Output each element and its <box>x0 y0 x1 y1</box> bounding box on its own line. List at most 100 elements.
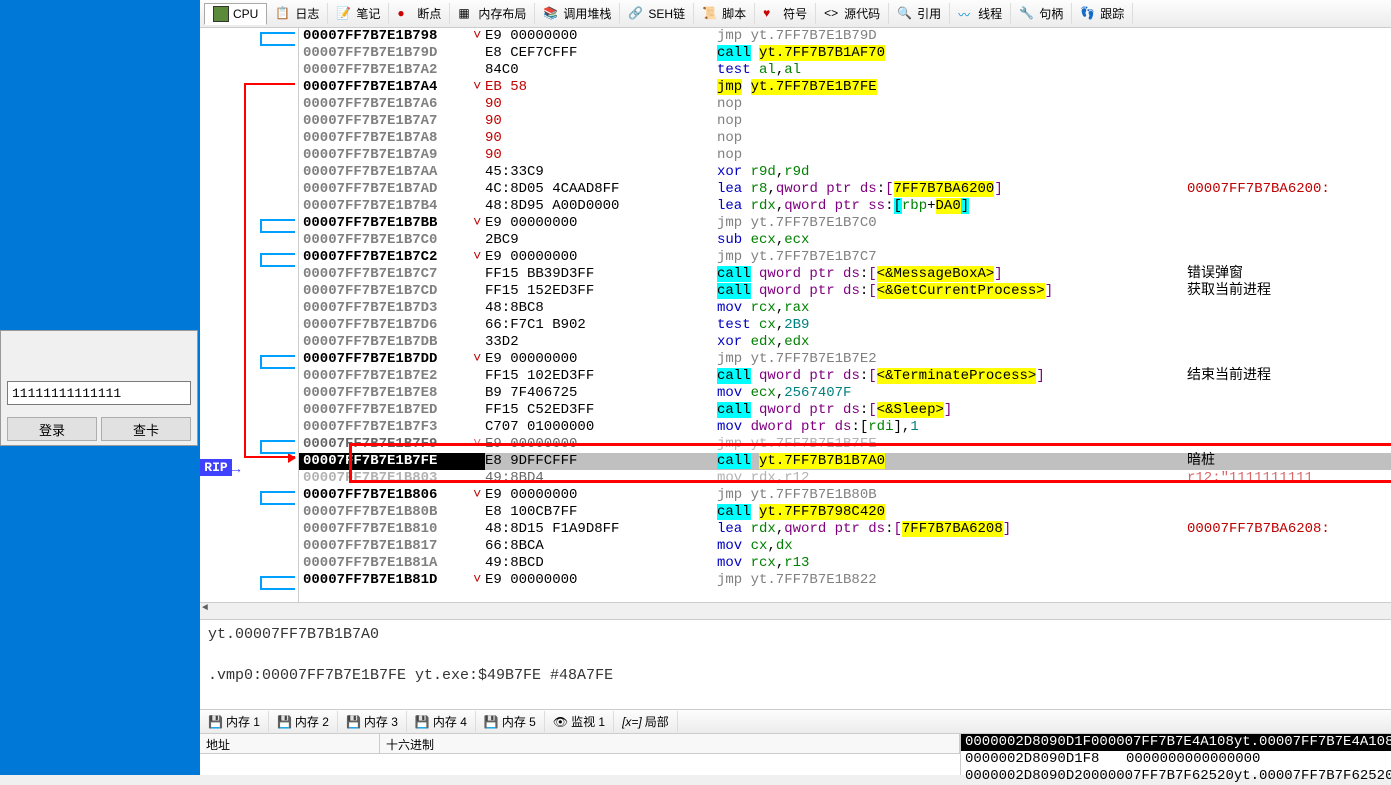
tab-locals[interactable]: [x=]局部 <box>614 711 678 732</box>
disasm-cell: mov dword ptr ds:[rdi],1 <box>717 419 1187 436</box>
disasm-row[interactable]: 00007FF7B7E1B7A4˅EB 58jmp yt.7FF7B7E1B7F… <box>299 79 1391 96</box>
disasm-row[interactable]: 00007FF7B7E1B798˅E9 00000000jmp yt.7FF7B… <box>299 28 1391 45</box>
disasm-row[interactable]: 00007FF7B7E1B7C7FF15 BB39D3FFcall qword … <box>299 266 1391 283</box>
address-cell: 00007FF7B7E1B7A8 <box>299 130 485 147</box>
stack-addr: 0000002D8090D1F8 <box>961 751 1126 768</box>
tab-trace[interactable]: 👣跟踪 <box>1072 3 1133 24</box>
disasm-row[interactable]: 00007FF7B7E1B80349:8BD4mov rdx,r12r12:"1… <box>299 470 1391 487</box>
bytes-cell: 48:8BC8 <box>485 300 717 317</box>
comment-cell: 00007FF7B7BA6208: <box>1187 521 1391 538</box>
address-cell: 00007FF7B7E1B817 <box>299 538 485 555</box>
seh-icon: 🔗 <box>628 6 644 22</box>
tab-source[interactable]: <>源代码 <box>816 3 889 24</box>
tab-mem3[interactable]: 💾内存 3 <box>338 711 407 732</box>
disasm-row[interactable]: 00007FF7B7E1B81A49:8BCDmov rcx,r13 <box>299 555 1391 572</box>
disasm-row[interactable]: 00007FF7B7E1B80BE8 100CB7FFcall yt.7FF7B… <box>299 504 1391 521</box>
tab-cpu[interactable]: CPU <box>204 3 267 25</box>
bytes-cell: 66:8BCA <box>485 538 717 555</box>
disasm-row[interactable]: 00007FF7B7E1B7A284C0test al,al <box>299 62 1391 79</box>
stack-row[interactable]: 0000002D8090D1F000007FF7B7E4A108yt.00007… <box>961 734 1391 751</box>
rip-indicator: RIP <box>200 459 232 476</box>
tab-references[interactable]: 🔍引用 <box>889 3 950 24</box>
tab-notes[interactable]: 📝笔记 <box>328 3 389 24</box>
disasm-row[interactable]: 00007FF7B7E1B806˅E9 00000000jmp yt.7FF7B… <box>299 487 1391 504</box>
disasm-cell: call qword ptr ds:[<&MessageBoxA>] <box>717 266 1187 283</box>
tab-watch[interactable]: 👁监视 1 <box>545 711 614 732</box>
address-cell: 00007FF7B7E1B7BB <box>299 215 485 232</box>
disasm-row[interactable]: 00007FF7B7E1B7DB33D2xor edx,edx <box>299 334 1391 351</box>
disasm-row[interactable]: 00007FF7B7E1B81766:8BCAmov cx,dx <box>299 538 1391 555</box>
disasm-cell: mov rcx,r13 <box>717 555 1187 572</box>
stack-panel[interactable]: 0000002D8090D1F000007FF7B7E4A108yt.00007… <box>961 734 1391 775</box>
bytes-cell: FF15 C52ED3FF <box>485 402 717 419</box>
tab-script[interactable]: 📜脚本 <box>694 3 755 24</box>
debugger-window: CPU 📋日志 📝笔记 ●断点 ▦内存布局 📚调用堆栈 🔗SEH链 📜脚本 ♥符… <box>200 0 1391 775</box>
login-window: 登录 查卡 <box>0 330 198 446</box>
disasm-row[interactable]: 00007FF7B7E1B81D˅E9 00000000jmp yt.7FF7B… <box>299 572 1391 589</box>
disasm-row[interactable]: 00007FF7B7E1B7AA45:33C9xor r9d,r9d <box>299 164 1391 181</box>
disasm-row[interactable]: 00007FF7B7E1B7C02BC9sub ecx,ecx <box>299 232 1391 249</box>
tab-mem2[interactable]: 💾内存 2 <box>269 711 338 732</box>
symbols-icon: ♥ <box>763 6 779 22</box>
disasm-row[interactable]: 00007FF7B7E1B7F9˅E9 00000000jmp yt.7FF7B… <box>299 436 1391 453</box>
comment-cell <box>1187 232 1391 249</box>
dump-col-addr: 地址 <box>200 734 380 753</box>
tab-callstack[interactable]: 📚调用堆栈 <box>535 3 620 24</box>
tab-handles[interactable]: 🔧句柄 <box>1011 3 1072 24</box>
disasm-row[interactable]: 00007FF7B7E1B81048:8D15 F1A9D8FFlea rdx,… <box>299 521 1391 538</box>
disasm-row[interactable]: 00007FF7B7E1B79DE8 CEF7CFFFcall yt.7FF7B… <box>299 45 1391 62</box>
stack-comment: yt.00007FF7B7E4A108 <box>1234 734 1391 751</box>
comment-cell: 结束当前进程 <box>1187 368 1391 385</box>
bottom-panels: 地址 十六进制 0000002D8090D1F000007FF7B7E4A108… <box>200 733 1391 775</box>
check-card-button[interactable]: 查卡 <box>101 417 191 441</box>
disasm-row[interactable]: 00007FF7B7E1B7A990nop <box>299 147 1391 164</box>
login-button[interactable]: 登录 <box>7 417 97 441</box>
disasm-row[interactable]: 00007FF7B7E1B7C2˅E9 00000000jmp yt.7FF7B… <box>299 249 1391 266</box>
stack-row[interactable]: 0000002D8090D1F80000000000000000 <box>961 751 1391 768</box>
disasm-row[interactable]: 00007FF7B7E1B7BB˅E9 00000000jmp yt.7FF7B… <box>299 215 1391 232</box>
disassembly-table[interactable]: 00007FF7B7E1B798˅E9 00000000jmp yt.7FF7B… <box>299 28 1391 602</box>
disasm-row[interactable]: 00007FF7B7E1B7F3C707 01000000mov dword p… <box>299 419 1391 436</box>
tab-seh[interactable]: 🔗SEH链 <box>620 3 694 24</box>
disasm-row[interactable]: 00007FF7B7E1B7EDFF15 C52ED3FFcall qword … <box>299 402 1391 419</box>
stack-row[interactable]: 0000002D8090D20000007FF7B7F62520yt.00007… <box>961 768 1391 785</box>
disasm-row[interactable]: 00007FF7B7E1B7FEE8 9DFFCFFFcall yt.7FF7B… <box>299 453 1391 470</box>
tab-mem4[interactable]: 💾内存 4 <box>407 711 476 732</box>
tab-mem5[interactable]: 💾内存 5 <box>476 711 545 732</box>
address-cell: 00007FF7B7E1B7E8 <box>299 385 485 402</box>
disasm-row[interactable]: 00007FF7B7E1B7CDFF15 152ED3FFcall qword … <box>299 283 1391 300</box>
jump-line <box>244 83 295 458</box>
disasm-row[interactable]: 00007FF7B7E1B7D348:8BC8mov rcx,rax <box>299 300 1391 317</box>
disasm-cell: jmp yt.7FF7B7E1B80B <box>717 487 1187 504</box>
stack-comment: yt.00007FF7B7F62520 <box>1234 768 1391 785</box>
dump-col-hex: 十六进制 <box>380 734 960 753</box>
disasm-row[interactable]: 00007FF7B7E1B7DD˅E9 00000000jmp yt.7FF7B… <box>299 351 1391 368</box>
tab-mem1[interactable]: 💾内存 1 <box>200 711 269 732</box>
disasm-cell: sub ecx,ecx <box>717 232 1187 249</box>
address-cell: 00007FF7B7E1B81D <box>299 572 485 589</box>
disasm-row[interactable]: 00007FF7B7E1B7A790nop <box>299 113 1391 130</box>
trace-icon: 👣 <box>1080 6 1096 22</box>
tab-memmap[interactable]: ▦内存布局 <box>450 3 535 24</box>
address-cell: 00007FF7B7E1B803 <box>299 470 485 487</box>
horizontal-scrollbar[interactable] <box>200 602 1391 619</box>
disasm-row[interactable]: 00007FF7B7E1B7AD4C:8D05 4CAAD8FFlea r8,q… <box>299 181 1391 198</box>
comment-cell <box>1187 487 1391 504</box>
comment-cell <box>1187 572 1391 589</box>
disasm-row[interactable]: 00007FF7B7E1B7B448:8D95 A00D0000lea rdx,… <box>299 198 1391 215</box>
bytes-cell: 2BC9 <box>485 232 717 249</box>
breakpoint-icon: ● <box>397 6 413 22</box>
disasm-row[interactable]: 00007FF7B7E1B7E8B9 7F406725mov ecx,25674… <box>299 385 1391 402</box>
comment-cell <box>1187 538 1391 555</box>
address-cell: 00007FF7B7E1B7FE <box>299 453 485 470</box>
login-input[interactable] <box>7 381 191 405</box>
disasm-row[interactable]: 00007FF7B7E1B7D666:F7C1 B902test cx,2B9 <box>299 317 1391 334</box>
tab-log[interactable]: 📋日志 <box>267 3 328 24</box>
dump-panel[interactable]: 地址 十六进制 <box>200 734 961 775</box>
tab-symbols[interactable]: ♥符号 <box>755 3 816 24</box>
disasm-row[interactable]: 00007FF7B7E1B7A690nop <box>299 96 1391 113</box>
disasm-row[interactable]: 00007FF7B7E1B7A890nop <box>299 130 1391 147</box>
disasm-row[interactable]: 00007FF7B7E1B7E2FF15 102ED3FFcall qword … <box>299 368 1391 385</box>
tab-threads[interactable]: 〰线程 <box>950 3 1011 24</box>
tab-breakpoints[interactable]: ●断点 <box>389 3 450 24</box>
